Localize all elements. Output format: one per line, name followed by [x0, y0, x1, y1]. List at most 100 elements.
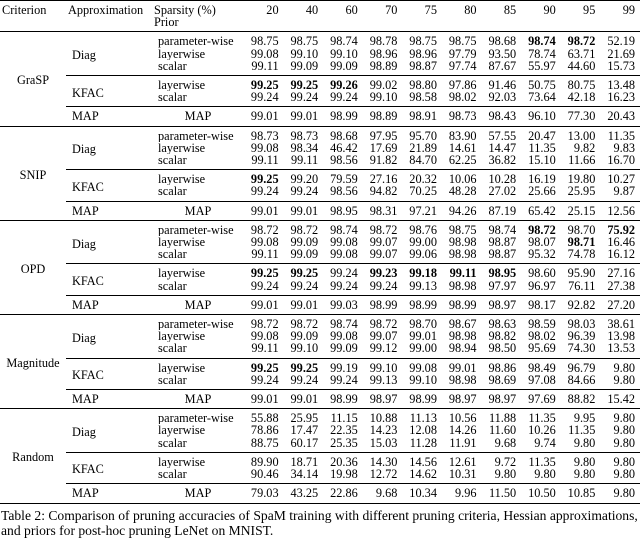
- approximation: MAP: [66, 483, 152, 503]
- cell: 50.75: [521, 75, 561, 92]
- cell: 9.80: [600, 424, 640, 436]
- cell: 9.80: [600, 409, 640, 425]
- accuracy: 11.35: [607, 128, 635, 142]
- accuracy: 98.59: [528, 317, 556, 331]
- cell: 98.99: [362, 294, 403, 315]
- cell: 10.26: [521, 424, 561, 436]
- cell: 12.56: [600, 200, 640, 221]
- cell: 99.25: [244, 263, 284, 280]
- header-sparsity-level: 95: [583, 3, 596, 17]
- cell: 11.28: [402, 437, 442, 453]
- accuracy: 11.50: [488, 486, 517, 501]
- cell: 99.11: [244, 248, 284, 264]
- accuracy: 15.03: [369, 436, 398, 450]
- cell: 99.12: [363, 342, 403, 358]
- cell: 99.24: [244, 91, 284, 107]
- accuracy: 90.46: [250, 468, 279, 482]
- accuracy: 96.79: [567, 360, 596, 374]
- header-approximation: Approximation: [68, 3, 144, 17]
- accuracy: 96.39: [567, 330, 596, 343]
- cell: 99.25: [283, 357, 324, 374]
- cell: 99.00: [402, 236, 442, 248]
- table-row: scalar 99.24 99.24 99.24 99.13 99.10 98.98 98.6…: [0, 374, 640, 390]
- cell: 97.08: [521, 374, 561, 390]
- accuracy: 98.94: [448, 342, 477, 356]
- cell: 98.97: [481, 389, 522, 409]
- prior: scalar: [158, 59, 187, 73]
- approximation: Diag: [72, 48, 96, 63]
- accuracy: 99.24: [250, 91, 279, 105]
- prior: MAP: [152, 389, 244, 409]
- accuracy: 10.50: [528, 486, 556, 501]
- accuracy: 98.86: [488, 360, 517, 374]
- accuracy: 97.95: [369, 128, 398, 142]
- accuracy: 16.46: [607, 236, 635, 249]
- table-row: layerwise 99.08 98.34 46.42 17.69 21.89 14.61 1…: [0, 142, 640, 154]
- cell: 99.01: [244, 200, 284, 221]
- table-row: layerwise 99.08 99.09 99.08 99.07 99.01 98.98 9…: [0, 330, 640, 342]
- accuracy: 99.19: [330, 360, 358, 374]
- cell: 98.49: [521, 357, 561, 374]
- accuracy: 9.80: [613, 424, 635, 437]
- cell: 87.67: [482, 60, 522, 76]
- accuracy: 43.25: [290, 486, 319, 501]
- cell: 98.75: [442, 220, 482, 236]
- cell: 48.28: [442, 185, 482, 201]
- cell: 20.32: [402, 169, 442, 186]
- accuracy: 98.99: [330, 392, 358, 407]
- accuracy: 99.02: [369, 78, 398, 92]
- cell: 98.74: [521, 32, 561, 48]
- accuracy: 15.42: [607, 392, 635, 407]
- accuracy: 97.97: [488, 279, 517, 293]
- cell: 99.07: [363, 236, 403, 248]
- cell: 91.82: [363, 154, 403, 170]
- cell: 22.35: [323, 424, 363, 436]
- cell: 9.80: [482, 468, 522, 484]
- accuracy: 98.87: [488, 236, 517, 249]
- accuracy: 14.30: [369, 454, 398, 469]
- accuracy: 9.80: [613, 411, 635, 425]
- accuracy: 99.08: [330, 248, 358, 262]
- accuracy: 99.20: [290, 172, 319, 186]
- prior: parameter-wise: [158, 34, 234, 48]
- accuracy: 99.25: [290, 266, 319, 280]
- cell: 98.72: [561, 32, 601, 48]
- cell: 15.10: [521, 154, 561, 170]
- approximation: KFAC: [66, 451, 152, 484]
- cell: 13.53: [600, 342, 640, 358]
- cell: 9.87: [600, 185, 640, 201]
- cell: 63.71: [561, 48, 601, 60]
- accuracy: 16.23: [607, 91, 635, 105]
- cell: 98.72: [244, 220, 284, 236]
- table-row: KFAC layerwise 99.25 99.25 99.24 99.23 99.18 99…: [0, 263, 640, 296]
- criterion: SNIP: [19, 167, 47, 182]
- cell: 9.80: [600, 483, 640, 503]
- accuracy: 98.68: [330, 128, 358, 142]
- accuracy: 99.08: [330, 236, 358, 249]
- accuracy: 25.35: [330, 436, 358, 450]
- accuracy: 99.13: [409, 279, 437, 293]
- cell: 84.66: [561, 374, 601, 390]
- prior: scalar: [158, 468, 187, 482]
- criterion-group: GraSP Diag parameter-wise 98.75 98.75 98.74 98…: [0, 31, 640, 127]
- accuracy: 10.27: [607, 172, 635, 186]
- accuracy: 74.30: [567, 342, 596, 356]
- cell: 9.80: [600, 437, 640, 453]
- cell: 98.87: [482, 248, 522, 264]
- accuracy: 99.24: [290, 279, 319, 293]
- accuracy: 99.11: [290, 154, 319, 168]
- accuracy: 11.15: [330, 411, 358, 425]
- accuracy: 98.56: [330, 154, 358, 168]
- cell: 98.75: [442, 32, 482, 48]
- accuracy: 98.99: [409, 297, 437, 312]
- cell: 42.18: [561, 91, 601, 107]
- accuracy: 99.25: [250, 360, 279, 374]
- accuracy: 63.71: [567, 47, 596, 60]
- accuracy: 88.75: [250, 436, 279, 450]
- accuracy: 17.69: [369, 141, 398, 155]
- prior: MAP: [152, 106, 244, 127]
- table-row: MAP MAP 79.03 43.25 22.86 9.68 10.34 9.96 11.50 1…: [0, 483, 640, 503]
- accuracy: 11.28: [409, 436, 437, 450]
- accuracy: 50.75: [528, 78, 556, 92]
- table-row: scalar 99.11 99.11 98.56 91.82 84.70 62.25 36.8…: [0, 154, 640, 170]
